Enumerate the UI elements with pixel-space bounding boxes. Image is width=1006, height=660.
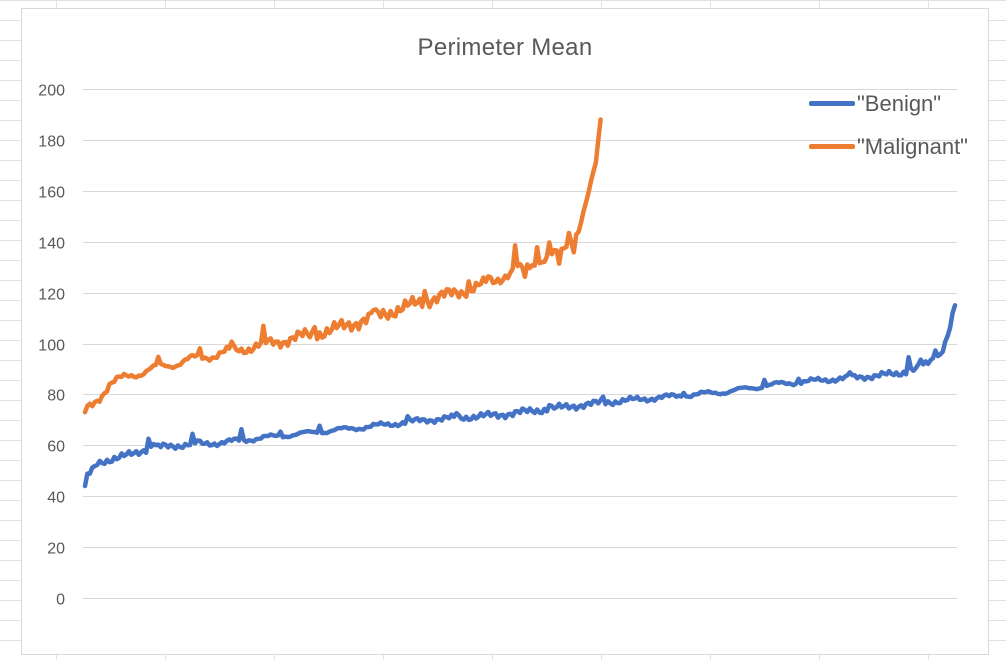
legend-label-benign: "Benign" [856,90,942,116]
y-tick-label: 40 [47,490,65,507]
y-tick-label: 120 [38,287,65,304]
legend-swatch-benign [808,101,855,106]
series-line-malignant[interactable] [82,117,603,415]
legend-swatch-malignant [808,144,855,149]
y-tick-label: 80 [47,388,65,405]
y-tick-label: 140 [38,236,65,253]
legend-label-malignant: "Malignant" [856,133,968,159]
legend[interactable]: "Benign" "Malignant" [808,82,968,168]
y-tick-label: 100 [38,338,65,355]
y-tick-label: 200 [38,83,65,100]
y-tick-label: 160 [38,185,65,202]
chart-area[interactable]: Perimeter Mean 0 20 40 60 80 100 120 140 160 180 2… [21,8,989,655]
legend-item-benign[interactable]: "Benign" [808,82,968,125]
y-tick-label: 0 [56,592,65,609]
plot-area: 0 20 40 60 80 100 120 140 160 180 200 [38,83,958,609]
legend-item-malignant[interactable]: "Malignant" [808,125,968,168]
y-tick-label: 20 [47,541,65,558]
y-tick-label: 180 [38,134,65,151]
series-line-benign[interactable] [82,303,958,489]
y-tick-label: 60 [47,439,65,456]
chart-title: Perimeter Mean [417,34,593,61]
